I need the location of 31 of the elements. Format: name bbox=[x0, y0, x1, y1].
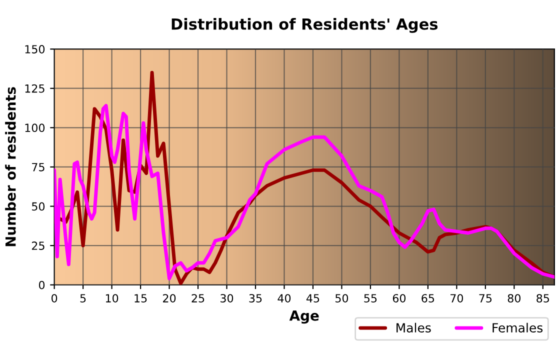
x-tick-label: 30 bbox=[220, 294, 234, 302]
y-axis-title: Number of residents bbox=[5, 87, 16, 246]
x-tick-label: 55 bbox=[364, 294, 377, 302]
line-series bbox=[54, 104, 554, 280]
x-tick-label: 80 bbox=[508, 294, 520, 302]
x-tick-label: 45 bbox=[306, 294, 320, 302]
x-tick-label: 15 bbox=[134, 294, 147, 302]
x-tick-label: 60 bbox=[392, 294, 406, 302]
x-tick-label: 85 bbox=[536, 294, 550, 302]
x-tick-label: 75 bbox=[479, 294, 492, 302]
y-tick-label: 25 bbox=[32, 242, 44, 250]
x-tick-label: 50 bbox=[336, 294, 348, 302]
y-tick-label: 150 bbox=[25, 45, 45, 54]
legend-label: Males bbox=[396, 322, 431, 333]
x-tick-label: 40 bbox=[278, 294, 291, 302]
x-tick-label: 5 bbox=[80, 294, 86, 302]
x-tick-label: 65 bbox=[422, 294, 434, 302]
x-tick-label: 35 bbox=[249, 294, 262, 302]
legend-label: Females bbox=[492, 322, 543, 333]
x-tick-label: 0 bbox=[52, 294, 58, 302]
y-tick-label: 50 bbox=[32, 202, 45, 211]
x-tick-label: 25 bbox=[192, 294, 204, 302]
y-tick-label: 100 bbox=[25, 124, 45, 132]
x-tick-label: 70 bbox=[450, 294, 464, 302]
chart-title: Distribution of Residents' Ages bbox=[172, 18, 438, 33]
y-tick-label: 125 bbox=[25, 84, 44, 93]
x-tick-label: 20 bbox=[163, 294, 176, 302]
x-tick-label: 10 bbox=[106, 294, 118, 302]
y-tick-label: 75 bbox=[32, 163, 44, 172]
y-tick-label: 0 bbox=[38, 280, 45, 290]
x-axis-title: Age bbox=[289, 310, 319, 324]
